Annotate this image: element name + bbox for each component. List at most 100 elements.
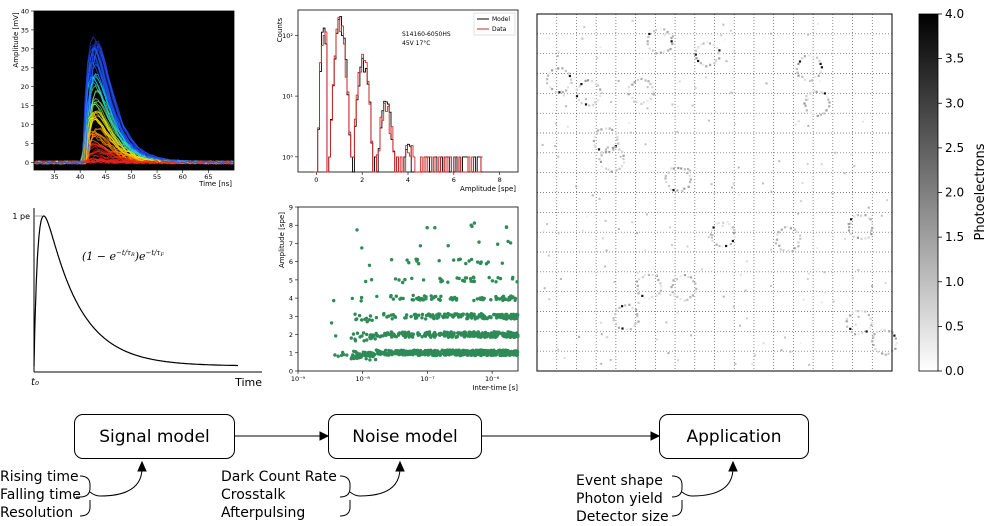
heatmap-hit bbox=[849, 314, 852, 317]
heatmap-hit bbox=[731, 239, 734, 243]
heatmap-hit bbox=[797, 74, 800, 77]
heatmap-hit bbox=[673, 293, 676, 296]
heatmap-noise-hit bbox=[851, 277, 854, 280]
heatmap-noise-hit bbox=[686, 168, 689, 170]
scatter-point bbox=[442, 330, 447, 334]
heatmap-noise-hit bbox=[600, 362, 603, 365]
waveform-y-tick-label: 5 bbox=[25, 140, 29, 148]
brace-arrow-signal bbox=[76, 467, 143, 498]
heatmap-hit bbox=[655, 294, 658, 297]
heatmap-hit bbox=[820, 66, 823, 69]
scatter-point bbox=[481, 352, 485, 356]
heatmap-noise-hit bbox=[604, 219, 607, 222]
scatter-point bbox=[382, 311, 386, 316]
heatmap-noise-hit bbox=[669, 294, 672, 297]
scatter-point bbox=[362, 339, 366, 343]
scatter-point bbox=[439, 280, 443, 284]
heatmap-noise-hit bbox=[762, 182, 764, 185]
heatmap-noise-hit bbox=[557, 232, 560, 235]
heatmap-hit bbox=[865, 330, 868, 333]
heatmap-hit bbox=[637, 292, 640, 295]
scatter-point bbox=[433, 334, 437, 338]
scatter-point bbox=[355, 356, 359, 360]
scatter-point bbox=[405, 258, 409, 262]
scatter-point bbox=[454, 298, 459, 302]
heatmap-noise-hit bbox=[637, 301, 640, 304]
scatter-point bbox=[502, 350, 506, 354]
heatmap-hit bbox=[713, 62, 716, 65]
heatmap-noise-hit bbox=[646, 107, 649, 110]
scatter-point bbox=[433, 226, 437, 230]
heatmap-hit bbox=[809, 111, 812, 114]
scatter-point bbox=[516, 334, 520, 339]
heatmap-hit bbox=[612, 316, 615, 320]
heatmap-hit bbox=[649, 82, 652, 86]
heatmap-noise-hit bbox=[718, 53, 721, 55]
heatmap-hit bbox=[683, 187, 686, 190]
heatmap-hit bbox=[633, 81, 636, 84]
heatmap-noise-hit bbox=[797, 120, 800, 123]
histogram-annotation-device: S14160-6050HS bbox=[402, 31, 451, 38]
heatmap-noise-hit bbox=[806, 277, 809, 280]
heatmap-hit bbox=[580, 83, 583, 86]
heatmap-hit bbox=[715, 243, 718, 246]
heatmap-noise-hit bbox=[636, 232, 638, 235]
scatter-point bbox=[475, 297, 480, 301]
scatter-point bbox=[479, 260, 483, 264]
heatmap-hit bbox=[816, 114, 819, 117]
heatmap-hit bbox=[728, 223, 731, 226]
scatter-point bbox=[420, 316, 424, 320]
heatmap-noise-hit bbox=[770, 190, 773, 193]
scatter-point bbox=[466, 316, 470, 320]
heatmap-hit bbox=[628, 303, 631, 306]
heatmap-hit bbox=[722, 221, 725, 224]
scatter-point bbox=[461, 348, 465, 353]
scatter-point bbox=[391, 332, 396, 336]
heatmap-hit bbox=[895, 342, 899, 345]
scatter-point bbox=[355, 228, 359, 232]
heatmap-hit bbox=[599, 95, 602, 98]
heatmap-hit bbox=[857, 310, 860, 313]
scatter-point bbox=[397, 351, 401, 355]
heatmap-hit bbox=[670, 167, 673, 170]
scatter-y-tick-label: 7 bbox=[289, 240, 293, 248]
heatmap-noise-hit bbox=[806, 98, 809, 101]
heatmap-hit bbox=[546, 74, 549, 77]
scatter-points bbox=[329, 221, 520, 362]
heatmap-hit bbox=[623, 161, 626, 164]
heatmap-noise-hit bbox=[784, 336, 787, 339]
heatmap-noise-hit bbox=[739, 324, 742, 327]
scatter-point bbox=[423, 334, 428, 338]
heatmap-hit bbox=[652, 30, 656, 33]
heatmap-hit bbox=[689, 178, 692, 181]
heatmap-noise-hit bbox=[806, 163, 809, 166]
heatmap-noise-hit bbox=[676, 311, 679, 314]
heatmap-hit bbox=[625, 328, 629, 331]
heatmap-hit bbox=[697, 59, 700, 63]
heatmap-noise-hit bbox=[664, 32, 667, 35]
scatter-point bbox=[504, 297, 508, 302]
heatmap-hit bbox=[687, 275, 690, 278]
heatmap-noise-hit bbox=[694, 87, 697, 89]
heatmap-hit bbox=[588, 104, 591, 107]
heatmap-hit bbox=[643, 273, 647, 277]
heatmap-hit bbox=[611, 146, 614, 149]
heatmap-hit bbox=[666, 30, 669, 34]
heatmap-hit bbox=[694, 49, 697, 52]
scatter-y-tick-label: 8 bbox=[289, 222, 293, 230]
scatter-point bbox=[420, 297, 425, 302]
heatmap-hit bbox=[554, 68, 558, 71]
heatmap-hit bbox=[676, 295, 679, 298]
heatmap-hit bbox=[667, 171, 670, 174]
heatmap-hit bbox=[815, 90, 818, 93]
scatter-point bbox=[480, 331, 485, 335]
scatter-point bbox=[435, 316, 439, 320]
heatmap-hit bbox=[797, 241, 800, 244]
scatter-y-label: Amplitude [spe] bbox=[278, 212, 286, 268]
heatmap-noise-hit bbox=[543, 287, 546, 290]
scatter-point bbox=[460, 312, 464, 317]
heatmap-hit bbox=[615, 309, 618, 312]
scatter-point bbox=[468, 277, 473, 281]
heatmap-noise-hit bbox=[600, 321, 603, 324]
